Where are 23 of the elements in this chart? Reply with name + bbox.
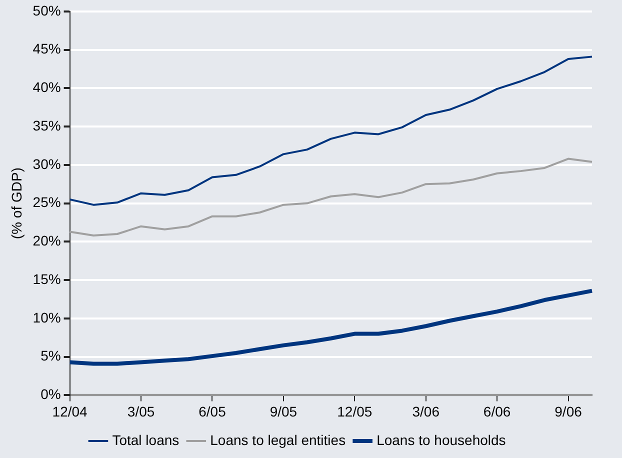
y-tick-label: 50% (32, 2, 61, 18)
legend-label: Total loans (112, 432, 180, 448)
y-tick-label: 10% (32, 309, 61, 326)
y-axis-title: (% of GDP) (8, 168, 24, 240)
y-tick-label: 20% (32, 232, 61, 249)
x-tick-label: 9/06 (554, 403, 582, 420)
x-tick-label: 3/05 (127, 403, 155, 420)
y-tick-label: 35% (32, 117, 61, 134)
x-tick-label: 3/06 (412, 403, 440, 420)
y-tick-label: 0% (40, 386, 61, 402)
x-tick-label: 6/06 (483, 403, 511, 420)
x-tick-label: 12/05 (337, 403, 372, 420)
x-tick-label: 6/05 (198, 403, 226, 420)
y-tick-label: 25% (32, 194, 61, 210)
y-tick-label: 45% (32, 40, 61, 57)
y-tick-label: 5% (40, 348, 61, 364)
y-tick-label: 15% (32, 270, 61, 287)
legend-label: Loans to households (376, 432, 506, 448)
x-tick-label: 9/05 (270, 403, 298, 420)
y-tick-label: 40% (32, 79, 61, 96)
x-tick-label: 12/04 (52, 403, 88, 420)
y-tick-label: 30% (32, 156, 61, 172)
legend-label: Loans to legal entities (210, 432, 346, 448)
